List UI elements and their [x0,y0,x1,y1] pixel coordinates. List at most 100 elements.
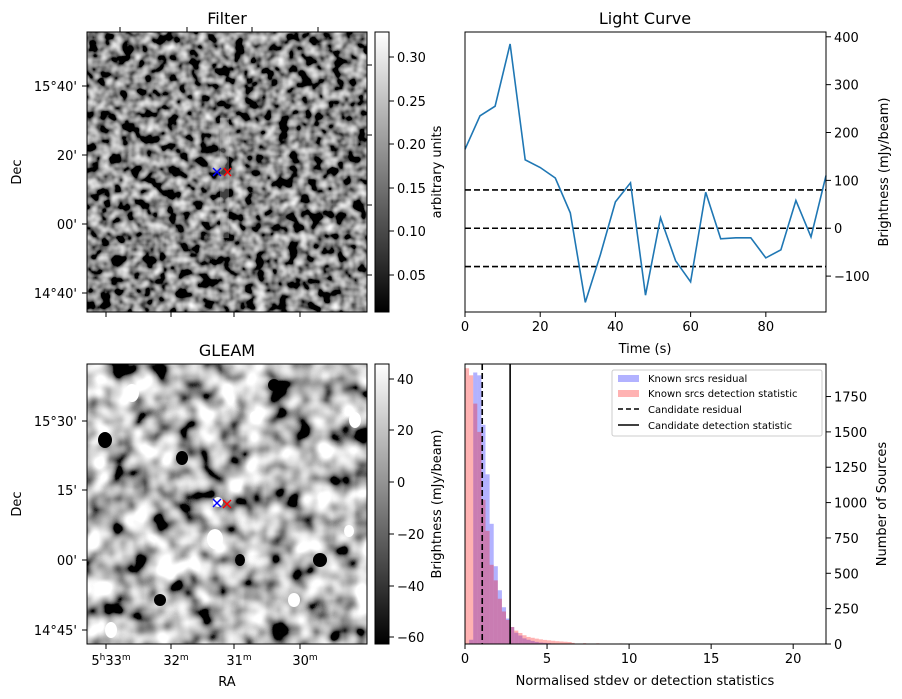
detection-bar [473,403,478,644]
detection-bar [559,641,564,644]
y-tick-label: 200 [834,127,859,142]
residual-bar [542,642,548,644]
gleam-marker-blue [212,498,222,508]
detection-bar [518,632,523,644]
x-tick-label: 20 [532,320,549,335]
y-tick-label: 1500 [834,426,867,441]
gleam-marker-red [222,499,232,509]
y-tick-label: 1750 [834,391,867,406]
filter-cbar-title: arbitrary units [430,125,445,218]
x-tick-label: 60 [682,320,699,335]
legend-label-detection: Known srcs detection statistic [648,389,797,400]
x-tick-label: 0 [461,652,469,667]
legend-swatch-residual [618,375,639,382]
detection-bar [571,642,575,644]
lightcurve-ylabel: Brightness (mJy/beam) [877,98,892,247]
lightcurve-x-ticks: 0 20 40 60 80 [461,312,774,335]
lightcurve-panel: Light Curve 0 20 40 60 80 4003002001000−100 … [461,9,892,357]
detection-bar [563,641,568,644]
detection-bar [477,431,482,644]
y-tick-label: 500 [834,567,859,582]
y-tick-label: 750 [834,532,859,547]
gleam-ytick-label: 15' [57,484,77,499]
x-tick-label: 5 [543,652,551,667]
residual-bar [489,523,494,644]
filter-ytick-label: 00' [57,218,77,233]
filter-cbar-label: 0.25 [397,95,426,110]
detection-bar [551,640,556,644]
y-tick-label: 300 [834,79,859,94]
detection-bar [510,627,515,644]
histogram-ylabel: Number of Sources [875,442,890,567]
filter-cbar-label: 0.05 [397,269,426,284]
residual-bar [526,639,531,644]
filter-cbar-label: 0.30 [397,51,426,66]
gleam-cbar-label: 40 [397,373,414,388]
detection-bar [514,630,519,644]
gleam-title: GLEAM [199,341,255,360]
legend-label-candidate-detection: Candidate detection statistic [648,421,792,432]
filter-cbar-label: 0.20 [397,138,426,153]
detection-bar [493,580,498,644]
residual-bar [534,641,539,644]
lightcurve-threshold-lines [465,189,826,268]
residual-bar [506,618,511,644]
histogram-bars [465,368,807,644]
residual-bar [538,642,543,644]
residual-bar [481,424,486,644]
gleam-cbar-label: 20 [397,424,414,439]
y-tick-label: 0 [834,638,842,653]
filter-frame [86,31,368,313]
x-tick-label: 80 [758,320,775,335]
gleam-colorbar [374,363,390,645]
lightcurve-frame [464,31,827,313]
y-tick-label: 250 [834,603,859,618]
filter-panel: Filter 15°40' 20' 00' 14°40' Dec 0.30 [10,9,445,317]
gleam-frame [86,363,368,645]
lightcurve-y-ticks: 400 300 200 100 0 −100 [826,31,870,285]
histogram-x-ticks: 0 5 10 15 20 [461,644,801,667]
filter-y-ticks [82,85,87,294]
filter-colorbar-ticks [389,56,394,276]
residual-bar [493,566,498,644]
detection-bar [501,611,507,644]
residual-bar [469,639,474,644]
gleam-colorbar-ticks [389,378,394,638]
residual-bar [485,474,490,644]
histogram-y-ticks: 1750 1500 1250 1000 750 500 250 0 [826,391,867,653]
detection-bar [567,642,572,644]
histogram-candidate-lines [481,364,511,644]
residual-bar [510,627,515,644]
detection-bar [542,639,548,644]
x-tick-label: 40 [607,320,624,335]
gleam-xtick-label: 32m [163,653,188,669]
detection-bar [465,368,470,644]
y-tick-label: −100 [834,270,870,285]
gleam-ytick-label: 15°30' [34,415,77,430]
y-tick-label: 100 [834,174,859,189]
x-tick-label: 10 [621,652,638,667]
filter-bottom-ticks [105,312,301,317]
filter-title: Filter [207,9,247,28]
histogram-xlabel: Normalised stdev or detection statistics [516,674,775,689]
filter-colorbar [374,31,390,313]
detection-bar [555,641,560,644]
filter-ytick-label: 14°40' [34,287,77,302]
gleam-xtick-label: 31m [226,653,251,669]
detection-bar [489,564,494,644]
y-tick-label: 0 [834,222,842,237]
residual-bar [518,635,523,644]
gleam-y-ticks [82,420,87,631]
legend-label-candidate-residual: Candidate residual [648,405,742,416]
detection-bar [547,640,552,644]
legend-label-residual: Known srcs residual [648,374,747,385]
lightcurve-title: Light Curve [599,9,691,28]
x-tick-label: 0 [461,320,469,335]
gleam-dark-spots [98,379,327,606]
residual-bar [477,375,482,644]
detection-bar [485,530,490,644]
lightcurve-series [464,43,827,303]
detection-bar [469,375,474,644]
residual-bar [501,607,507,644]
